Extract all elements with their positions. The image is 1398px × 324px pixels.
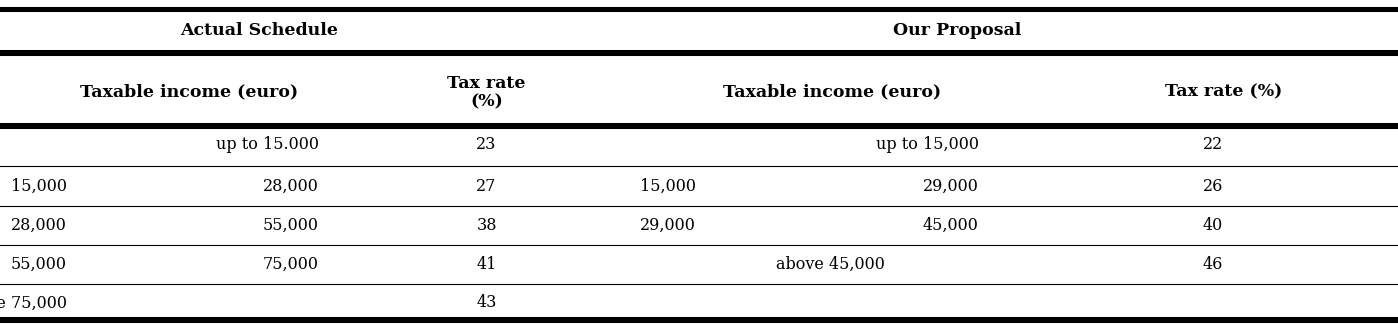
Text: 43: 43 [477, 295, 496, 311]
Text: 38: 38 [477, 217, 496, 234]
Text: 29,000: 29,000 [923, 178, 979, 195]
Text: 26: 26 [1202, 178, 1223, 195]
Text: 22: 22 [1204, 136, 1223, 153]
Text: 23: 23 [477, 136, 496, 153]
Text: 15,000: 15,000 [640, 178, 696, 195]
Text: Tax rate (%): Tax rate (%) [1165, 84, 1282, 101]
Text: 28,000: 28,000 [263, 178, 319, 195]
Text: Our Proposal: Our Proposal [893, 22, 1022, 39]
Text: 27: 27 [477, 178, 496, 195]
Text: 15,000: 15,000 [11, 178, 67, 195]
Text: up to 15.000: up to 15.000 [215, 136, 319, 153]
Text: Taxable income (euro): Taxable income (euro) [80, 84, 298, 101]
Text: Tax rate
(%): Tax rate (%) [447, 75, 526, 110]
Text: 41: 41 [477, 256, 496, 272]
Text: 45,000: 45,000 [923, 217, 979, 234]
Text: above 45,000: above 45,000 [776, 256, 885, 272]
Text: 29,000: 29,000 [640, 217, 696, 234]
Text: 40: 40 [1204, 217, 1223, 234]
Text: Actual Schedule: Actual Schedule [179, 22, 338, 39]
Text: 55,000: 55,000 [263, 217, 319, 234]
Text: 28,000: 28,000 [11, 217, 67, 234]
Text: 55,000: 55,000 [11, 256, 67, 272]
Text: up to 15,000: up to 15,000 [875, 136, 979, 153]
Text: 75,000: 75,000 [263, 256, 319, 272]
Text: 46: 46 [1202, 256, 1223, 272]
Text: Taxable income (euro): Taxable income (euro) [723, 84, 941, 101]
Text: above 75,000: above 75,000 [0, 295, 67, 311]
